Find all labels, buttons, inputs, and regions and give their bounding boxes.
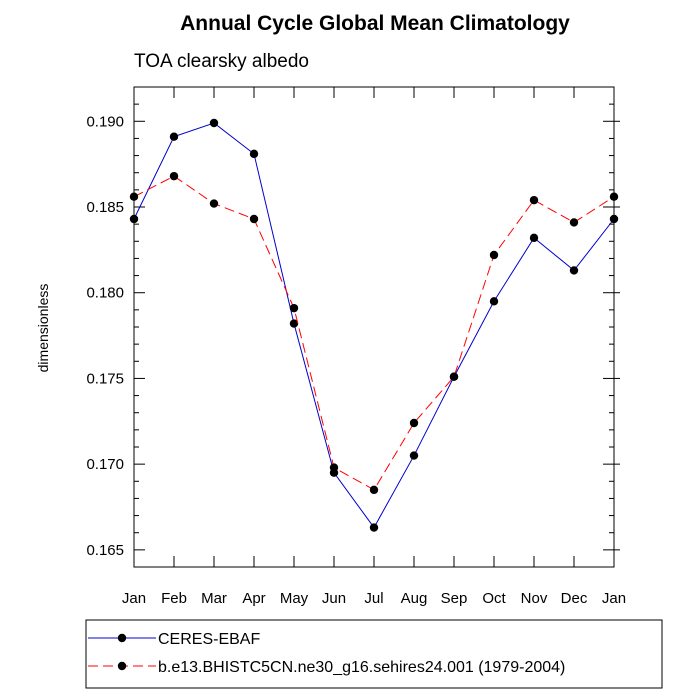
y-tick-label: 0.180 — [86, 285, 124, 302]
series-1-point — [289, 303, 299, 313]
legend-marker-1 — [117, 661, 127, 671]
legend-label-0: CERES-EBAF — [158, 631, 260, 648]
chart-title: Annual Cycle Global Mean Climatology — [180, 12, 570, 35]
series-1-point — [529, 195, 539, 205]
x-tick-label: May — [280, 590, 309, 607]
x-tick-label: Jan — [602, 590, 626, 607]
y-tick-label: 0.185 — [86, 199, 124, 216]
plot-frame — [133, 86, 615, 568]
legend-box — [85, 619, 663, 689]
x-tick-label: Dec — [561, 590, 588, 607]
series-1-point — [329, 463, 339, 472]
y-tick-label: 0.175 — [86, 370, 124, 387]
y-tick-label: 0.170 — [86, 456, 124, 473]
series-0-point — [569, 266, 579, 275]
x-tick-label: Jan — [122, 590, 146, 607]
x-tick-label: Feb — [161, 590, 187, 607]
legend-marker-0 — [117, 633, 127, 643]
series-1-point — [129, 192, 139, 201]
x-tick-label: Jul — [364, 590, 383, 607]
series-0-point — [409, 451, 419, 460]
ticks-layer: 0.165 0.170 0.175 0.180 0.185 0.190 Jan Feb Mar A… — [86, 86, 626, 607]
series-layer — [129, 118, 619, 532]
x-tick-label: Nov — [521, 590, 548, 607]
series-1-point — [409, 418, 419, 428]
x-tick-label: Jun — [322, 590, 346, 607]
x-tick-label: Mar — [201, 590, 227, 607]
series-0-point — [129, 214, 139, 224]
chart-subtitle: TOA clearsky albedo — [134, 51, 309, 72]
series-line-0 — [133, 122, 615, 529]
y-tick-label: 0.165 — [86, 542, 124, 559]
series-1-point — [609, 192, 619, 201]
series-0-point — [169, 132, 179, 141]
series-0-point — [249, 149, 259, 159]
series-0-point — [489, 297, 499, 306]
series-1-point — [569, 218, 579, 227]
series-0-point — [609, 214, 619, 224]
series-0-point — [529, 233, 539, 243]
legend: CERES-EBAF b.e13.BHISTC5CN.ne30_g16.sehir… — [88, 631, 565, 676]
series-1-point — [449, 372, 459, 381]
series-1-point — [369, 485, 379, 495]
series-1-point — [209, 199, 219, 208]
series-0-point — [289, 319, 299, 328]
series-0-point — [369, 523, 379, 532]
series-1-point — [169, 171, 179, 181]
x-tick-label: Apr — [242, 590, 265, 607]
x-tick-label: Sep — [441, 590, 468, 607]
y-tick-label: 0.190 — [86, 113, 124, 130]
x-tick-label: Aug — [401, 590, 428, 607]
series-1-point — [249, 214, 259, 224]
series-1-point — [489, 250, 499, 260]
y-axis-label: dimensionless — [35, 284, 51, 373]
series-0-point — [209, 118, 219, 128]
x-tick-label: Oct — [482, 590, 506, 607]
series-line-1 — [133, 175, 615, 491]
legend-label-1: b.e13.BHISTC5CN.ne30_g16.sehires24.001 (… — [158, 659, 565, 676]
